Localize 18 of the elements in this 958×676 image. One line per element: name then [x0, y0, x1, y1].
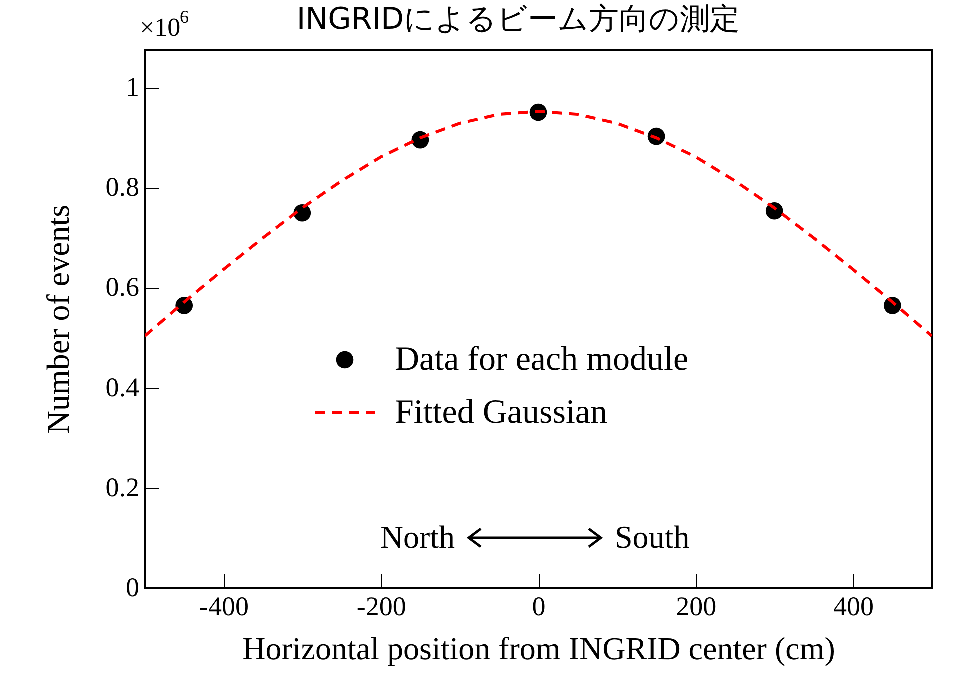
x-axis-title: Horizontal position from INGRID center (cm): [242, 630, 836, 666]
y-tick-label: 0.8: [106, 172, 140, 202]
y-tick-label: 1: [126, 72, 140, 102]
annotation: North: [380, 519, 455, 555]
legend-label: Data for each module: [395, 341, 689, 378]
y-axis-title: Number of events: [40, 204, 76, 434]
y-tick-label: 0.6: [106, 272, 140, 302]
annotation: South: [615, 519, 690, 555]
y-tick-label: 0.2: [106, 472, 140, 502]
x-tick-label: 400: [834, 592, 874, 622]
x-tick-label: -200: [356, 592, 406, 622]
x-tick-label: -400: [199, 592, 249, 622]
y-tick-label: 0.4: [106, 372, 140, 402]
legend-label: Fitted Gaussian: [395, 394, 608, 431]
x-tick-label: 200: [676, 592, 717, 622]
chart-title: INGRIDによるビーム方向の測定: [296, 2, 740, 37]
y-tick-label: 0: [126, 572, 140, 602]
x-tick-label: 0: [532, 592, 546, 622]
